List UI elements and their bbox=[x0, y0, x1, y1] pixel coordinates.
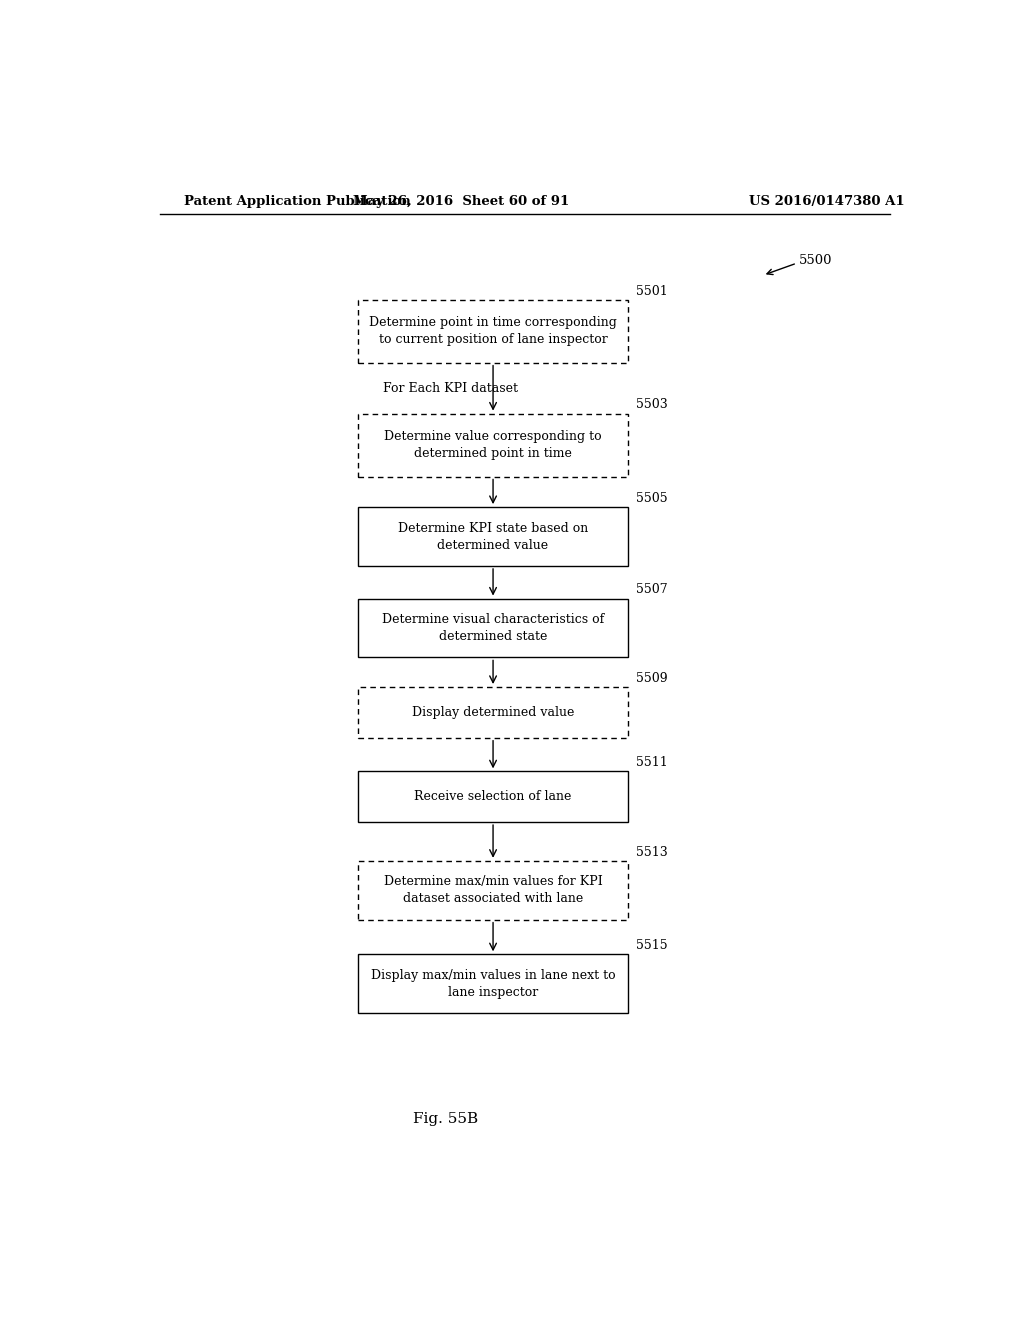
FancyBboxPatch shape bbox=[358, 507, 628, 566]
Text: Fig. 55B: Fig. 55B bbox=[413, 1111, 478, 1126]
FancyBboxPatch shape bbox=[358, 413, 628, 477]
Text: Display determined value: Display determined value bbox=[412, 706, 574, 719]
Text: 5503: 5503 bbox=[636, 399, 668, 412]
Text: 5511: 5511 bbox=[636, 756, 668, 770]
Text: 5501: 5501 bbox=[636, 285, 668, 297]
Text: May 26, 2016  Sheet 60 of 91: May 26, 2016 Sheet 60 of 91 bbox=[353, 194, 569, 207]
FancyBboxPatch shape bbox=[358, 300, 628, 363]
Text: 5505: 5505 bbox=[636, 492, 668, 506]
Text: US 2016/0147380 A1: US 2016/0147380 A1 bbox=[749, 194, 904, 207]
Text: Receive selection of lane: Receive selection of lane bbox=[415, 791, 571, 803]
Text: Determine value corresponding to
determined point in time: Determine value corresponding to determi… bbox=[384, 430, 602, 461]
Text: Determine KPI state based on
determined value: Determine KPI state based on determined … bbox=[398, 521, 588, 552]
Text: 5515: 5515 bbox=[636, 940, 668, 952]
Text: Display max/min values in lane next to
lane inspector: Display max/min values in lane next to l… bbox=[371, 969, 615, 999]
FancyBboxPatch shape bbox=[358, 598, 628, 657]
Text: Patent Application Publication: Patent Application Publication bbox=[183, 194, 411, 207]
Text: 5509: 5509 bbox=[636, 672, 668, 685]
Text: 5500: 5500 bbox=[799, 253, 833, 267]
FancyBboxPatch shape bbox=[358, 954, 628, 1014]
Text: Determine point in time corresponding
to current position of lane inspector: Determine point in time corresponding to… bbox=[369, 317, 617, 346]
FancyBboxPatch shape bbox=[358, 861, 628, 920]
Text: Determine visual characteristics of
determined state: Determine visual characteristics of dete… bbox=[382, 612, 604, 643]
FancyBboxPatch shape bbox=[358, 686, 628, 738]
Text: Determine max/min values for KPI
dataset associated with lane: Determine max/min values for KPI dataset… bbox=[384, 875, 602, 906]
Text: 5507: 5507 bbox=[636, 583, 668, 597]
Text: For Each KPI dataset: For Each KPI dataset bbox=[383, 381, 518, 395]
FancyBboxPatch shape bbox=[358, 771, 628, 822]
Text: 5513: 5513 bbox=[636, 846, 668, 859]
